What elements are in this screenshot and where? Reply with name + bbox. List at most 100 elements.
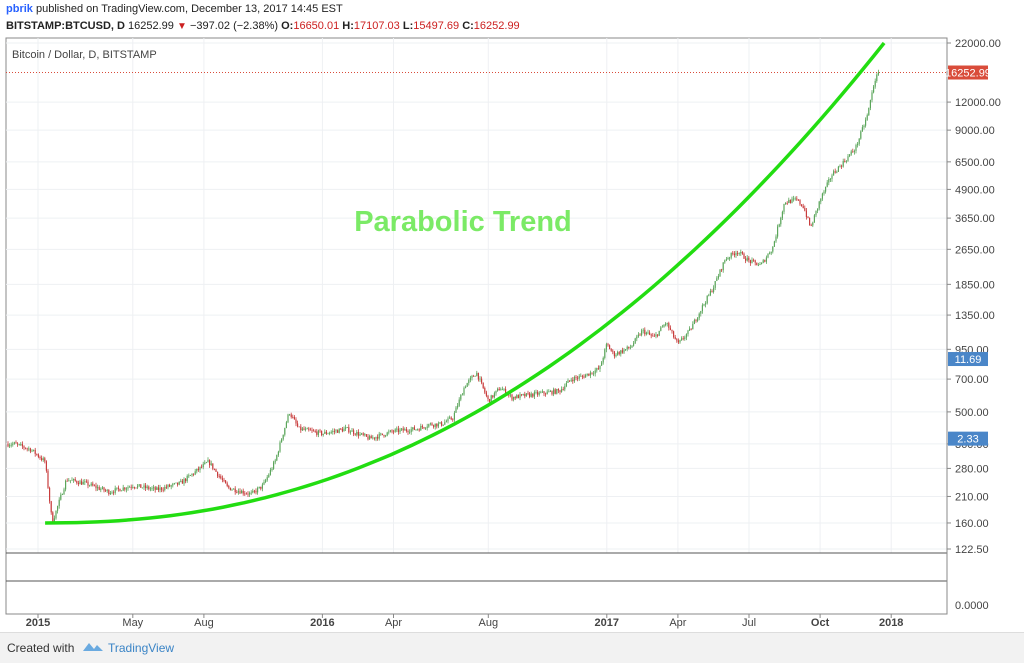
candle-body	[521, 394, 523, 396]
candle-body	[37, 454, 39, 457]
candle-body	[527, 393, 529, 395]
trend-annotation[interactable]: Parabolic Trend	[354, 206, 572, 238]
candle-body	[705, 303, 707, 305]
candle-body	[47, 470, 49, 488]
candle-body	[146, 486, 148, 489]
candle-body	[34, 449, 36, 454]
candle-body	[207, 460, 209, 463]
candle-body	[428, 424, 430, 427]
candle-body	[812, 222, 814, 226]
candle-body	[474, 375, 476, 377]
time-axis[interactable]: 2015 May Aug 2016 Apr Aug 2017 Apr Jul Oct 2018	[26, 614, 904, 629]
candle-body	[170, 485, 172, 487]
candle-body	[727, 257, 729, 260]
candle-body	[122, 487, 124, 491]
y-tick-label: 210.00	[955, 491, 989, 503]
candle-body	[372, 437, 374, 439]
y-tick-label: 12000.00	[955, 97, 1001, 109]
price-chart[interactable]: Bitcoin / Dollar, D, BITSTAMP Parabolic …	[0, 0, 1024, 632]
price-badge	[948, 352, 988, 367]
candle-body	[322, 433, 324, 435]
candle-body	[821, 193, 823, 199]
candle-body	[863, 125, 865, 128]
candle-body	[116, 487, 118, 489]
y-tick-label: 1350.00	[955, 310, 995, 322]
candle-body	[823, 191, 825, 194]
candle-body	[369, 436, 371, 440]
candle-body	[42, 458, 44, 460]
candle-body	[849, 154, 851, 157]
candle-body	[169, 484, 171, 487]
tradingview-logo-icon[interactable]	[82, 639, 104, 655]
candle-body	[149, 488, 151, 490]
candle-body	[426, 426, 428, 428]
candle-body	[92, 483, 94, 486]
candle-body	[394, 429, 396, 432]
candle-body	[730, 252, 732, 258]
candle-body	[201, 466, 203, 468]
candle-body	[58, 499, 60, 507]
candle-body	[252, 490, 254, 493]
candle-body	[193, 473, 195, 475]
candle-body	[31, 450, 33, 452]
candle-body	[396, 428, 398, 430]
candle-body	[380, 433, 382, 435]
candle-body	[287, 414, 289, 423]
tradingview-brand-link[interactable]: TradingView	[108, 641, 175, 655]
candle-body	[289, 414, 291, 416]
candle-body	[756, 262, 758, 266]
candle-body	[537, 392, 539, 395]
author-link[interactable]: pbrik	[6, 3, 33, 15]
symbol-label[interactable]: BITSTAMP:BTCUSD, D	[6, 20, 125, 32]
candle-body	[589, 372, 591, 376]
candle-body	[764, 260, 766, 262]
candle-body	[237, 491, 239, 493]
candle-body	[833, 171, 835, 176]
x-tick-label: 2018	[879, 617, 903, 629]
candle-body	[828, 179, 830, 183]
candle-body	[703, 304, 705, 306]
candle-body	[626, 346, 628, 350]
candle-body	[545, 393, 547, 395]
candle-body	[418, 429, 420, 431]
candle-body	[757, 264, 759, 266]
candle-body	[463, 387, 465, 395]
candle-body	[717, 276, 719, 279]
candle-body	[778, 224, 780, 227]
candle-body	[274, 460, 276, 463]
candle-body	[514, 397, 516, 399]
candle-body	[737, 253, 739, 254]
candle-body	[421, 426, 423, 428]
candle-body	[652, 335, 654, 337]
candle-body	[575, 377, 577, 378]
candle-body	[53, 518, 55, 524]
publish-line: pbrik published on TradingView.com, Dece…	[6, 3, 343, 15]
price-axis[interactable]: 122.50160.00210.00280.00360.00500.00700.…	[947, 38, 1001, 556]
candle-body	[423, 427, 425, 429]
candle-body	[73, 479, 75, 480]
y-tick-label: 500.00	[955, 407, 989, 419]
candle-body	[167, 484, 169, 488]
candle-body	[317, 430, 319, 435]
candle-body	[268, 474, 270, 478]
candle-body	[66, 480, 68, 482]
candle-body	[365, 434, 367, 437]
candle-body	[340, 428, 342, 430]
candle-body	[63, 489, 65, 495]
candle-body	[213, 468, 215, 470]
candle-body	[484, 388, 486, 393]
candle-body	[530, 393, 532, 397]
candle-body	[119, 488, 121, 492]
candle-body	[226, 483, 228, 486]
candle-body	[669, 327, 671, 330]
candle-body	[444, 422, 446, 425]
candle-body	[455, 407, 457, 413]
candle-body	[370, 436, 372, 439]
candle-body	[151, 488, 153, 489]
candle-body	[469, 377, 471, 381]
candle-body	[111, 492, 113, 494]
candle-body	[733, 253, 735, 256]
candle-body	[477, 372, 479, 380]
candle-body	[61, 494, 63, 496]
parabolic-trend-line[interactable]	[45, 41, 886, 525]
